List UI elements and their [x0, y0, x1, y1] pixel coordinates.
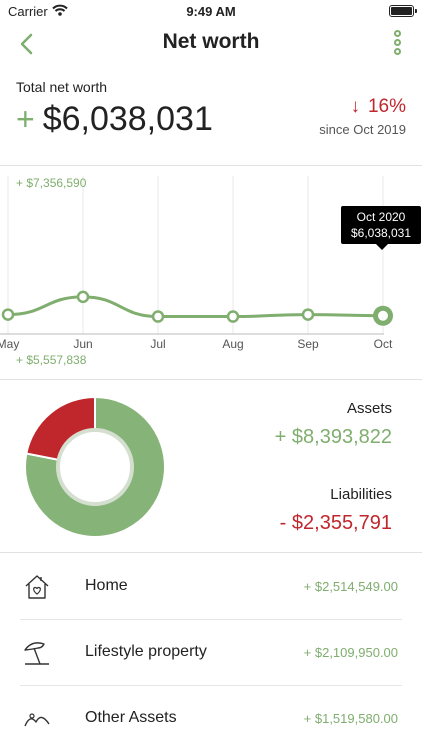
data-point: [76, 290, 90, 304]
carrier-label: Carrier: [8, 4, 48, 19]
x-tick-label: Sep: [297, 337, 319, 351]
x-tick-label: Jul: [150, 337, 165, 351]
list-item-lifestyle-property[interactable]: Lifestyle property + $2,109,950.00: [0, 620, 422, 686]
list-item-label: Lifestyle property: [85, 643, 207, 660]
plus-sign: +: [16, 101, 35, 137]
total-value: + $6,038,031: [16, 100, 213, 139]
tooltip-date: Oct 2020: [356, 210, 406, 224]
line-chart[interactable]: May Jun Jul Aug Sep Oct: [0, 166, 422, 380]
x-tick-label: May: [0, 337, 19, 351]
vertical-dots-icon[interactable]: [392, 30, 402, 56]
beach-umbrella-icon: [22, 638, 52, 668]
chevron-left-icon[interactable]: [16, 30, 40, 58]
data-point: [301, 308, 315, 321]
change-percent: 16%: [367, 96, 406, 117]
liabilities-label: Liabilities: [330, 486, 392, 503]
assets-value: + $8,393,822: [274, 426, 392, 448]
list-item-amount: + $2,109,950.00: [303, 645, 398, 660]
list-item-label: Home: [85, 577, 128, 594]
liabilities-slice: [25, 396, 96, 462]
data-point: [226, 310, 240, 323]
home-icon: [22, 572, 52, 602]
data-point: [1, 308, 15, 321]
data-point: [151, 310, 165, 323]
clock: 9:49 AM: [186, 4, 236, 19]
x-tick-label: Jun: [73, 337, 92, 351]
navigation-bar: Net worth: [0, 24, 422, 64]
x-tick-label: Oct: [374, 337, 393, 351]
asset-category-list: Home + $2,514,549.00 Lifestyle property …: [0, 554, 422, 750]
list-item-amount: + $1,519,580.00: [303, 711, 398, 726]
chart-tooltip: Oct 2020 $6,038,031: [341, 206, 421, 250]
assets-slice: [24, 396, 166, 538]
list-item-label: Other Assets: [85, 709, 177, 726]
chart-min-label: + $5,557,838: [16, 353, 87, 367]
battery-icon: [389, 5, 417, 17]
wifi-icon: [52, 4, 68, 19]
chart-max-label: + $7,356,590: [16, 176, 87, 190]
change-badge: ↓ 16%: [350, 96, 406, 118]
divider: [20, 685, 402, 686]
donut-chart: [24, 396, 166, 538]
data-point-selected-inner: [378, 310, 388, 321]
divider: [20, 619, 402, 620]
net-worth-summary: Total net worth + $6,038,031 ↓ 16% since O…: [0, 70, 422, 166]
net-worth-chart[interactable]: May Jun Jul Aug Sep Oct + $7,356,590 + $5,557…: [0, 166, 422, 380]
total-amount: $6,038,031: [42, 100, 213, 138]
assets-label: Assets: [346, 400, 392, 417]
arrow-down-icon: ↓: [350, 96, 360, 117]
series-line: [7, 295, 384, 319]
list-item-amount: + $2,514,549.00: [303, 579, 398, 594]
list-item-home[interactable]: Home + $2,514,549.00: [0, 554, 422, 620]
x-tick-label: Aug: [222, 337, 243, 351]
assets-liabilities-breakdown: Assets + $8,393,822 Liabilities - $2,355…: [0, 381, 422, 553]
total-label: Total net worth: [16, 79, 108, 95]
other-assets-icon: [22, 704, 52, 734]
status-bar: Carrier 9:49 AM: [0, 0, 422, 24]
list-item-other-assets[interactable]: Other Assets + $1,519,580.00: [0, 686, 422, 750]
page-title: Net worth: [162, 30, 260, 53]
since-label: since Oct 2019: [319, 122, 406, 137]
donut-inner-ring: [56, 428, 134, 506]
liabilities-value: - $2,355,791: [279, 512, 392, 534]
tooltip-value: $6,038,031: [350, 226, 412, 240]
